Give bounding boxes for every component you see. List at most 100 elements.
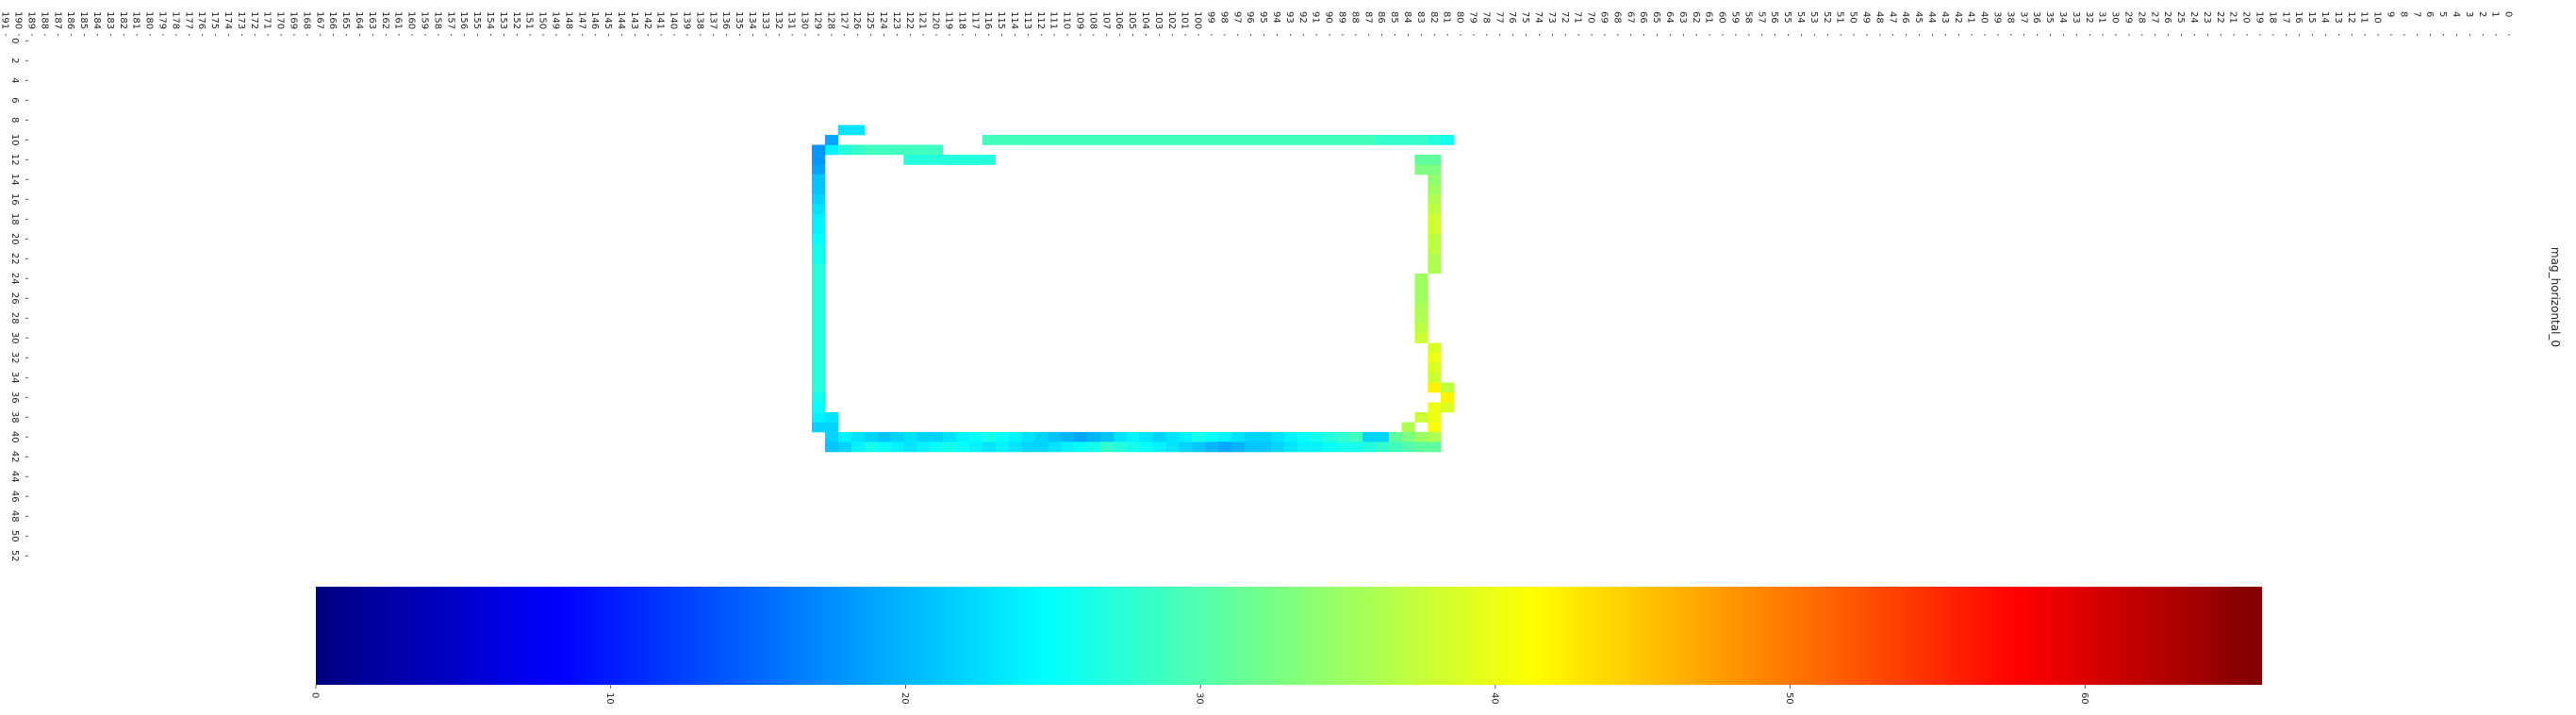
heatmap-cell [1428, 254, 1442, 264]
row-tick-label: 81 [1442, 11, 1452, 24]
heatmap-cell [812, 353, 826, 363]
column-tick-label: 22 [9, 253, 20, 265]
heatmap-cell [1414, 274, 1428, 284]
heatmap-cell [1257, 135, 1271, 145]
heatmap-cell [850, 432, 865, 442]
heatmap-cell [812, 234, 826, 244]
heatmap-cell [1099, 135, 1114, 145]
column-tick-label: 42 [9, 451, 20, 463]
heatmap-cell [1283, 432, 1297, 442]
colorbar-tick-label: 50 [1784, 692, 1794, 705]
row-tick-label: 139 [681, 11, 691, 29]
colorbar-tick-label: 40 [1489, 692, 1499, 705]
heatmap-cell [1388, 441, 1402, 453]
heatmap-cell [1126, 135, 1140, 145]
row-tick-label: 26 [2162, 11, 2172, 24]
heatmap-cell [1362, 432, 1376, 442]
row-tick-label: 30 [2110, 11, 2121, 24]
row-tick-label: 133 [760, 11, 770, 29]
y-axis-label: mag_horizontal_0 [2549, 247, 2562, 347]
heatmap-cell [916, 144, 931, 156]
row-tick-label: 152 [511, 11, 521, 29]
heatmap-cell [1310, 432, 1324, 442]
heatmap-cell [982, 135, 996, 145]
heatmap-cell [955, 432, 970, 442]
heatmap-cell [812, 342, 826, 354]
row-tick-label: 13 [2333, 11, 2343, 24]
heatmap-cell [982, 432, 996, 442]
heatmap-cell [812, 243, 826, 255]
row-tick-label: 117 [969, 11, 980, 29]
row-tick-label: 125 [865, 11, 875, 29]
heatmap-cell [1061, 135, 1075, 145]
row-tick-label: 88 [1349, 11, 1360, 24]
heatmap-cell [1113, 432, 1127, 442]
row-tick-label: 127 [838, 11, 849, 29]
row-tick-label: 182 [118, 11, 128, 29]
heatmap-cell [1217, 441, 1232, 453]
row-tick-label: 130 [800, 11, 810, 29]
row-tick-label: 60 [1717, 11, 1727, 24]
heatmap-cell [1336, 441, 1350, 453]
heatmap-cell [1414, 412, 1428, 423]
heatmap-cell [1205, 135, 1219, 145]
row-tick-label: 151 [524, 11, 535, 29]
heatmap-cell [1244, 441, 1258, 453]
heatmap-cell [1428, 184, 1442, 195]
row-tick-label: 94 [1271, 11, 1281, 24]
heatmap-cell [1270, 135, 1284, 145]
heatmap-cell [995, 441, 1009, 453]
heatmap-cell [903, 432, 917, 442]
heatmap-cell [1428, 441, 1442, 453]
heatmap-cell [1074, 441, 1088, 453]
heatmap-cell [1296, 135, 1311, 145]
column-tick-label: 44 [9, 471, 20, 483]
column-tick-label: 36 [9, 391, 20, 404]
row-tick-label: 16 [2293, 11, 2304, 24]
row-tick-label: 89 [1336, 11, 1346, 24]
column-tick-label: 40 [9, 431, 20, 443]
row-tick-label: 62 [1691, 11, 1701, 24]
row-tick-label: 96 [1245, 11, 1255, 24]
column-tick-label: 0 [9, 38, 20, 43]
row-tick-label: 5 [2437, 11, 2448, 17]
column-tick-labels: 0246810121416182022242628303234363840424… [9, 38, 28, 562]
row-tick-label: 97 [1231, 11, 1242, 24]
colorbar-tick-label: 0 [310, 692, 321, 698]
row-tick-label: 126 [851, 11, 862, 29]
row-tick-label: 181 [131, 11, 141, 29]
heatmap-cell [812, 293, 826, 304]
heatmap-cell [812, 323, 826, 334]
heatmap-cell [1428, 204, 1442, 215]
row-tick-label: 160 [406, 11, 417, 29]
heatmap-cell [1401, 432, 1415, 442]
row-tick-label: 145 [603, 11, 613, 29]
row-tick-label: 19 [2254, 11, 2264, 24]
row-tick-label: 92 [1297, 11, 1308, 24]
heatmap-cell [850, 441, 865, 453]
heatmap-cell [1414, 333, 1428, 343]
row-tick-label: 21 [2228, 11, 2238, 24]
heatmap-cell [1310, 441, 1324, 453]
heatmap-cell [824, 144, 839, 156]
heatmap-cell [1152, 432, 1166, 442]
row-tick-label: 25 [2175, 11, 2186, 24]
heatmap-cell [1008, 432, 1022, 442]
row-tick-label: 116 [983, 11, 993, 29]
heatmap-cell [916, 155, 931, 165]
heatmap-cell [1270, 432, 1284, 442]
heatmap-cell [812, 175, 826, 185]
heatmap-cell [1139, 441, 1153, 453]
heatmap-cell [877, 144, 891, 156]
row-tick-label: 31 [2097, 11, 2107, 24]
row-tick-label: 176 [196, 11, 206, 29]
row-tick-label: 158 [432, 11, 442, 29]
heatmap-cell [1428, 263, 1442, 274]
row-tick-label: 190 [13, 11, 24, 29]
row-tick-label: 135 [734, 11, 744, 29]
row-tick-label: 10 [2372, 11, 2383, 24]
row-tick-label: 74 [1533, 11, 1544, 24]
row-tick-label: 114 [1009, 11, 1019, 29]
row-tick-label: 144 [616, 11, 626, 29]
heatmap-cell [1414, 303, 1428, 314]
